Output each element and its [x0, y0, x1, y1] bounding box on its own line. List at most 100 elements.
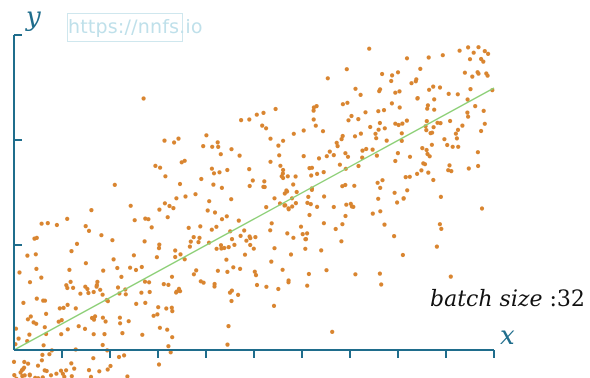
data-point	[321, 170, 326, 175]
data-point	[194, 268, 199, 273]
data-point	[268, 228, 273, 233]
data-point	[415, 171, 420, 176]
data-point	[95, 279, 100, 284]
data-point	[440, 53, 445, 58]
data-point	[161, 282, 166, 287]
data-point	[395, 200, 400, 205]
data-point	[33, 252, 38, 257]
data-point	[100, 315, 105, 320]
data-point	[27, 332, 32, 337]
data-point	[122, 353, 127, 358]
data-point	[264, 205, 269, 210]
data-point	[476, 45, 481, 50]
data-point	[425, 106, 430, 111]
data-point	[142, 239, 147, 244]
data-point	[429, 142, 434, 147]
data-point	[300, 232, 305, 237]
data-point	[465, 110, 470, 115]
data-point	[40, 352, 45, 357]
data-point	[448, 274, 453, 279]
data-point	[201, 280, 206, 285]
data-point	[222, 245, 227, 251]
data-point	[198, 224, 203, 229]
data-point	[254, 112, 259, 117]
data-point	[238, 266, 243, 271]
data-point	[236, 218, 241, 223]
data-point	[225, 342, 230, 347]
data-point	[111, 257, 116, 262]
data-point	[156, 362, 162, 367]
data-point	[132, 218, 137, 223]
data-point	[277, 153, 282, 158]
data-point	[169, 274, 175, 279]
data-point	[217, 170, 222, 175]
data-point	[330, 329, 335, 334]
data-point	[430, 130, 435, 135]
data-point	[67, 267, 72, 272]
data-point	[384, 138, 389, 143]
data-point	[65, 216, 70, 221]
data-point	[308, 202, 313, 207]
data-point	[305, 200, 310, 205]
data-point	[319, 248, 324, 253]
data-point	[374, 153, 379, 158]
data-point	[205, 208, 210, 213]
data-point	[174, 290, 179, 295]
data-point	[115, 285, 121, 290]
data-point	[335, 144, 340, 149]
data-point	[123, 292, 128, 297]
data-point	[19, 368, 25, 373]
data-point	[211, 182, 216, 187]
data-point	[298, 224, 304, 229]
data-point	[91, 356, 96, 361]
data-point	[209, 227, 214, 232]
data-point	[262, 184, 267, 190]
data-point	[401, 196, 406, 201]
data-point	[432, 107, 437, 112]
data-point	[280, 267, 285, 272]
data-point	[343, 182, 348, 188]
data-point	[264, 126, 269, 131]
data-point	[54, 371, 59, 376]
data-point	[311, 117, 316, 122]
data-point	[174, 196, 179, 201]
data-point	[404, 56, 410, 61]
data-point	[44, 368, 49, 374]
data-point	[215, 140, 220, 145]
data-point	[231, 265, 236, 270]
data-point	[471, 50, 476, 55]
data-point	[479, 128, 484, 134]
data-point	[377, 120, 382, 126]
data-point	[419, 168, 424, 173]
data-point	[418, 66, 423, 71]
data-point	[187, 244, 192, 249]
data-point	[421, 161, 426, 166]
data-point	[313, 123, 318, 128]
data-point	[226, 245, 231, 250]
data-point	[285, 231, 290, 236]
data-point	[69, 249, 74, 254]
data-point	[473, 104, 478, 109]
data-point	[60, 371, 65, 376]
data-point	[151, 313, 156, 318]
data-point	[91, 332, 96, 337]
batch-size-label: batch size :32	[430, 287, 585, 312]
data-point	[466, 114, 471, 119]
data-point	[22, 359, 27, 365]
x-axis-label: x	[500, 321, 515, 351]
data-point	[22, 373, 27, 378]
data-point	[351, 204, 356, 209]
data-point	[479, 206, 485, 211]
data-point	[218, 152, 223, 157]
data-point	[247, 183, 252, 189]
data-point	[140, 332, 145, 337]
data-point	[125, 374, 130, 378]
data-point	[432, 97, 437, 102]
data-point	[395, 151, 400, 156]
data-point	[486, 51, 491, 57]
data-point	[325, 76, 330, 81]
data-point	[65, 327, 70, 332]
data-point	[321, 221, 326, 226]
data-point	[403, 175, 408, 180]
data-point	[204, 133, 209, 138]
